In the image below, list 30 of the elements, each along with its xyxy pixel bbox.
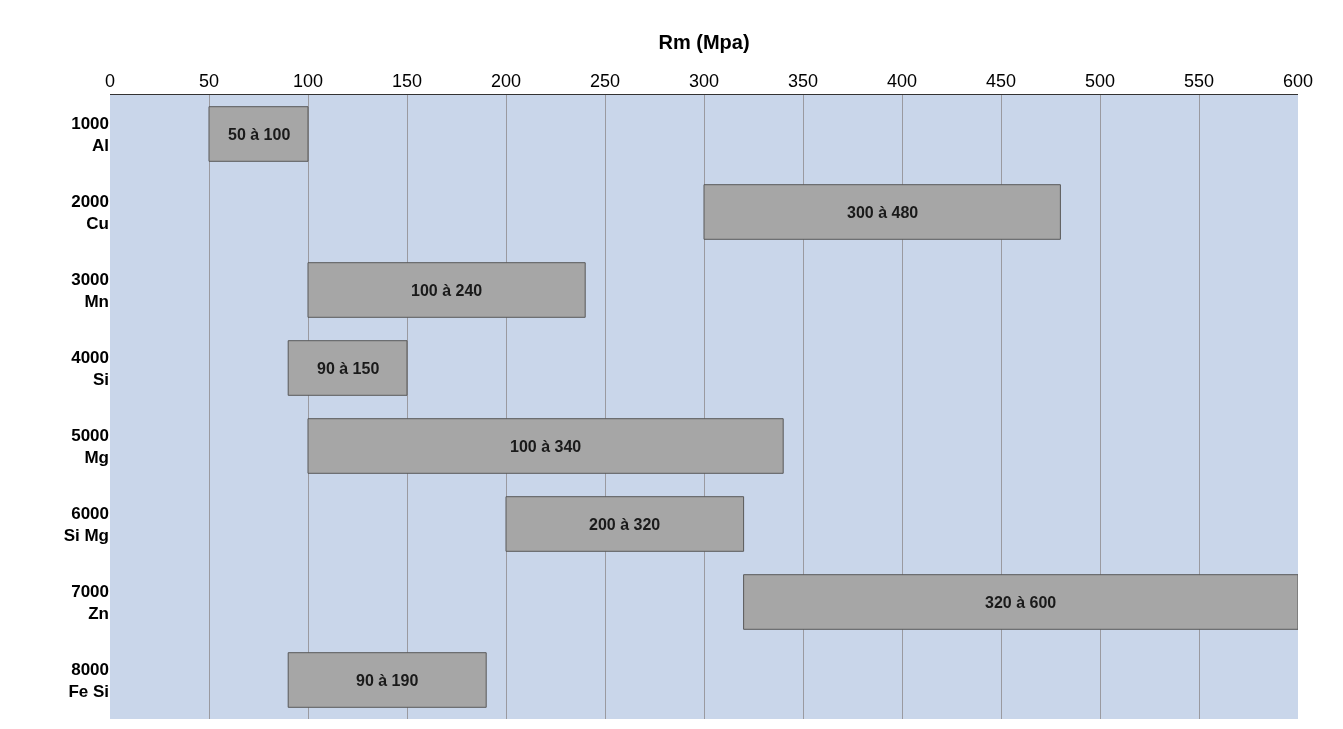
x-tick-label: 250 (589, 70, 621, 91)
annotation: 90 à 190 (356, 672, 419, 689)
x-tick-label: 200 (490, 70, 522, 91)
annotation: 100 à 240 (411, 282, 483, 299)
x-tick-label: 400 (886, 70, 918, 91)
y-tick-label: 5000 Mg (71, 425, 109, 467)
annotation: 50 à 100 (228, 126, 291, 143)
annotation: 90 à 150 (317, 360, 380, 377)
y-tick-label: 1000 Al (71, 113, 109, 155)
x-tick-label: 150 (391, 70, 423, 91)
y-tick-label: 3000 Mn (71, 269, 109, 311)
x-axis-title: Rm (Mpa) (658, 31, 750, 54)
x-tick-label: 50 (198, 70, 220, 91)
y-tick-label: 4000 Si (71, 347, 109, 389)
x-tick-label: 450 (985, 70, 1017, 91)
x-tick-label: 350 (787, 70, 819, 91)
x-tick-label: 500 (1084, 70, 1116, 91)
x-tick-label: 100 (292, 70, 324, 91)
annotation: 200 à 320 (589, 516, 661, 533)
annotation: 300 à 480 (847, 204, 919, 221)
x-tick-label: 600 (1282, 70, 1314, 91)
annotation: 100 à 340 (510, 438, 582, 455)
y-tick-label: 8000 Fe Si (68, 659, 109, 701)
x-tick-label: 550 (1183, 70, 1215, 91)
annotation: 320 à 600 (985, 594, 1057, 611)
y-tick-label: 2000 Cu (71, 191, 109, 233)
y-tick-label: 6000 Si Mg (63, 503, 109, 545)
x-tick-label: 300 (688, 70, 720, 91)
x-tick-label: 0 (104, 70, 116, 91)
y-tick-label: 7000 Zn (71, 581, 109, 623)
